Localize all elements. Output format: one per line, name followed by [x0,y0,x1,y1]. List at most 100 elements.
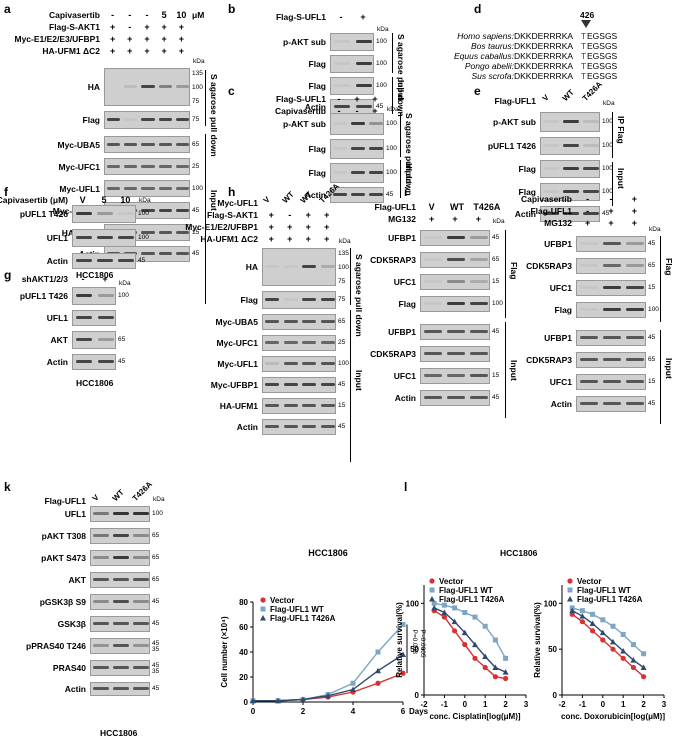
band [320,298,335,301]
panel-label-f: f [4,185,8,199]
blot-label: AKT [68,575,86,585]
mw-marker: 15 [492,372,500,379]
legend-marker [567,596,573,602]
treatment-label: Flag-UFL1 [374,202,416,212]
x-tick-label: -2 [420,700,428,709]
band [141,252,155,255]
band [579,358,598,361]
treatment-symbol: + [178,34,185,44]
band [579,402,598,405]
x-tick-label: 1 [621,700,626,709]
band [158,85,172,88]
x-tick-label: 4 [351,707,356,716]
band [133,666,149,669]
blot-label: Actin [394,393,416,403]
band [265,265,280,268]
treatment-symbol: + [144,34,150,44]
band [265,298,280,301]
band [175,252,189,255]
mw-marker: 100 [386,120,397,127]
band [107,142,121,146]
data-point [640,664,647,670]
blot-image [72,331,116,349]
treatment-symbol: + [631,194,637,204]
cell-line-label: HCC1806 [100,728,138,738]
mw-marker: 65 [118,336,126,343]
treatment-symbol: + [324,222,330,232]
blot-label: Actin [64,684,86,694]
blot-image [90,506,150,522]
x-tick-label: 0 [601,700,606,709]
band [107,118,121,121]
kda-label: kDa [493,218,505,225]
group-bracket [612,162,613,206]
mw-marker: 45 [492,394,500,401]
treatment-symbol: + [287,222,293,232]
blot-label: pAKT S473 [41,553,86,563]
band [133,512,149,515]
treatment-symbol: 10 [176,10,187,20]
data-point [630,642,636,648]
y-axis-label: Cell number (×10⁴) [220,616,229,688]
band [175,85,189,88]
species-name: Sus scrofa: [471,71,514,81]
mw-marker: 100 [192,184,203,192]
treatment-label: HA-UFM1 ΔC2 [200,234,258,244]
data-point [461,629,468,636]
mw-marker: 45 [152,640,160,647]
panel-label-i: i [404,185,408,199]
band [369,147,383,150]
blot-label: Flag [308,168,326,178]
sequence-highlight: T [581,41,587,51]
data-point [503,655,509,661]
y-tick-label: 100 [544,599,558,608]
group-bracket [505,322,506,418]
blot-label: UFL1 [46,233,68,243]
treatment-label: MG132 [388,214,416,224]
blot-label: Actin [514,209,536,219]
band [302,383,317,386]
treatment-label: Capivasertib [274,106,326,116]
group-label: S agarose pull down [209,74,219,157]
band [133,534,149,537]
mw-marker: 45 [152,620,160,627]
mw-marker: 45 [338,381,346,388]
legend-label: Vector [270,596,294,605]
band [333,147,347,150]
treatment-symbol: + [144,22,150,32]
group-bracket [205,70,206,126]
treatment-symbol: + [161,22,167,32]
mw-marker: 45 [492,234,500,241]
blot-label: Flag [308,144,326,154]
lane-label: 5 [101,195,107,205]
data-point [400,651,406,657]
band [583,190,599,193]
band [93,687,109,690]
band [583,144,599,147]
blot-image [540,183,600,201]
x-tick-label: 3 [662,700,667,709]
band [96,259,114,262]
band [470,302,489,305]
kda-label: kDa [377,26,389,33]
data-point [441,602,447,608]
y-axis-label: Relative survival(%) [533,602,542,678]
blot-label: UFL1 [46,313,68,323]
band [118,259,135,262]
mw-marker: 65 [648,262,656,269]
data-point [431,600,437,606]
data-point [503,675,509,682]
blot-label: Myc-UBA5 [215,317,258,327]
kda-label: kDa [193,58,205,65]
band [175,164,189,168]
band [579,286,598,289]
group-label: S agarose pull down [396,34,406,117]
blot-image [330,77,374,95]
band [579,336,598,339]
band [369,193,383,196]
treatment-symbol: - [145,10,149,20]
data-point [590,611,596,617]
position-arrow-icon [581,20,591,28]
band [447,396,465,399]
treatment-symbol: + [324,210,330,220]
